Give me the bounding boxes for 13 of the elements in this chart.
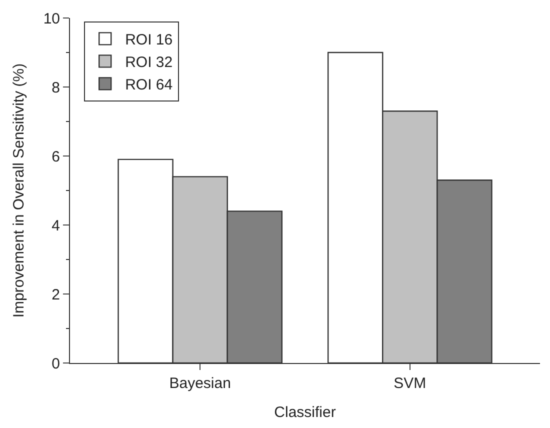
x-tick-label: SVM xyxy=(394,375,426,392)
y-tick-label: 6 xyxy=(52,148,60,166)
y-tick-label: 0 xyxy=(52,355,60,372)
legend-label: ROI 16 xyxy=(125,32,173,49)
y-tick-label: 4 xyxy=(52,217,60,234)
x-axis-title: Classifier xyxy=(274,404,336,421)
legend-label: ROI 32 xyxy=(125,54,173,72)
y-axis-title: Improvement in Overall Sensitivity (%) xyxy=(10,63,28,318)
y-tick-label: 2 xyxy=(52,286,60,304)
x-tick-label: Bayesian xyxy=(169,375,231,392)
y-tick-label: 8 xyxy=(52,79,60,96)
y-tick-label: 10 xyxy=(43,10,60,28)
legend-label: ROI 64 xyxy=(125,76,173,94)
